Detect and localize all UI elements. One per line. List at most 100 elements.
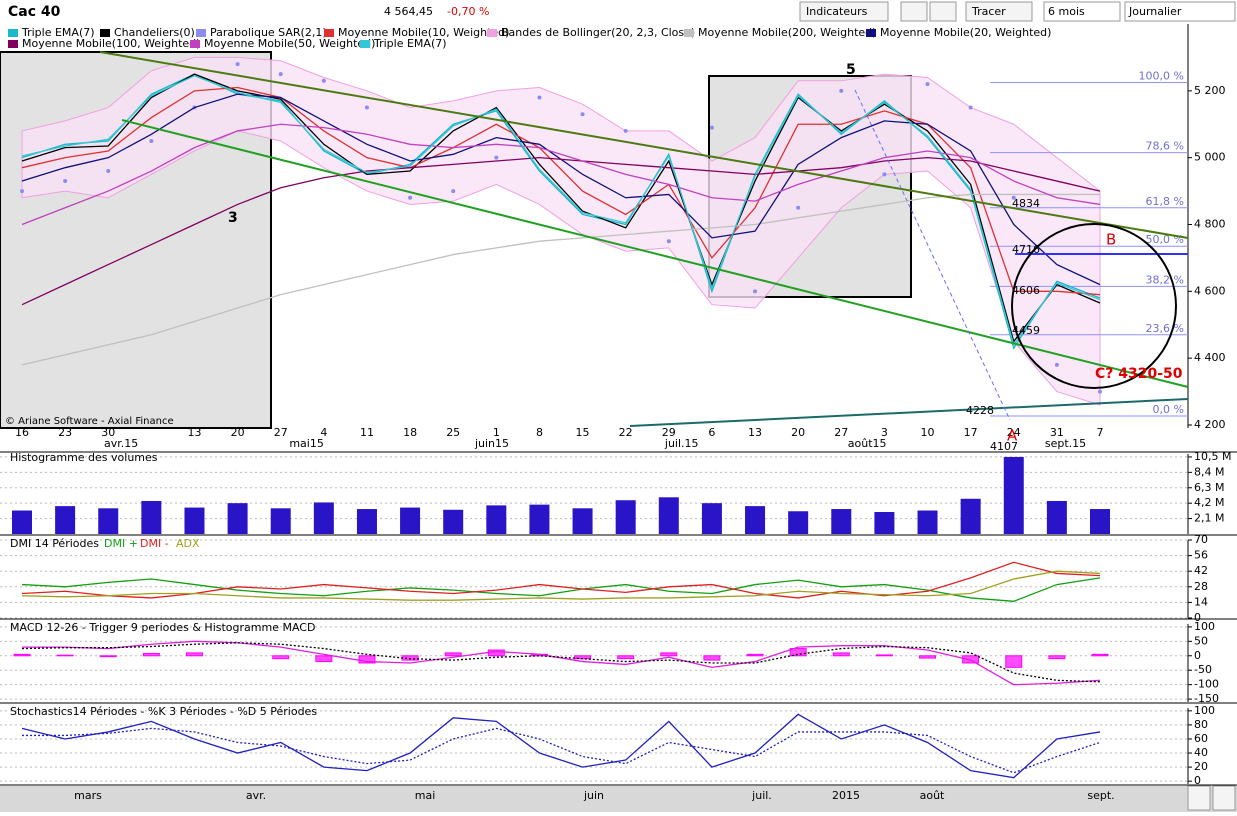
sar-dot (666, 239, 671, 244)
series-line (21, 713, 1101, 779)
annotation: A (1007, 427, 1018, 445)
y-tick-label: 80 (1194, 718, 1208, 731)
draw-label[interactable]: Tracer (971, 5, 1006, 18)
y-tick-label: 50 (1194, 634, 1208, 647)
period-select[interactable] (1043, 1, 1121, 22)
legend-label: Moyenne Mobile(100, Weighted) (22, 37, 200, 50)
y-tick-label: 42 (1194, 564, 1208, 577)
timeline-label: mai (415, 789, 436, 802)
volume-bar (831, 509, 852, 534)
x-tick-label: 20 (231, 426, 245, 439)
histogram-bar (962, 655, 980, 664)
interval-select[interactable] (1124, 1, 1236, 22)
month-label: sept.15 (1045, 437, 1086, 450)
y-tick-label: 0 (1194, 611, 1201, 624)
x-tick-label: 24 (1007, 426, 1021, 439)
timeline-label: juin (583, 789, 604, 802)
draw-line-tool[interactable] (900, 1, 928, 22)
trend-line (99, 51, 1189, 239)
volume-bar (658, 497, 679, 534)
sar-dot (1054, 362, 1059, 367)
series-line (21, 75, 1101, 347)
histogram-bar (703, 655, 721, 661)
fib-label: 50,0 % (1146, 233, 1184, 246)
volume-bar (98, 508, 119, 534)
timeline-label: sept. (1087, 789, 1114, 802)
y-tick-label: 4 800 (1194, 217, 1226, 230)
draw-hline-tool[interactable] (929, 1, 957, 22)
histogram-bar (660, 652, 678, 657)
month-label: juil.15 (664, 437, 699, 450)
export-button[interactable] (1187, 785, 1211, 811)
sar-dot (882, 172, 887, 177)
panel-title: Stochastics14 Périodes - %K 3 Périodes -… (10, 705, 317, 718)
y-tick-label: 4,2 M (1194, 496, 1224, 509)
histogram-bar (919, 655, 937, 659)
y-tick-label: 2,1 M (1194, 512, 1224, 525)
volume-bar (701, 503, 722, 534)
month-label: mai15 (289, 437, 324, 450)
sar-dot (709, 125, 714, 130)
y-tick-label: 5 200 (1194, 84, 1226, 97)
histogram-bar (13, 653, 31, 657)
volume-bar (184, 507, 205, 534)
histogram-bar (746, 653, 764, 657)
y-tick-label: 0 (1194, 649, 1201, 662)
legend-label: Chandeliers(0) (114, 26, 195, 39)
histogram-bar (789, 648, 807, 657)
volume-bar (55, 506, 76, 534)
interval-label[interactable]: Journalier (1128, 5, 1182, 18)
volume-bar (486, 505, 507, 534)
y-tick-label: 10,5 M (1194, 450, 1231, 463)
legend-label: Moyenne Mobile(20, Weighted) (880, 26, 1051, 39)
timeline-label: juil. (751, 789, 772, 802)
volume-bar (788, 511, 809, 534)
price: 4 564,45 (384, 5, 433, 18)
y-tick-label: 20 (1194, 760, 1208, 773)
legend-swatch (866, 29, 876, 37)
histogram-bar (56, 654, 74, 657)
legend-label: Moyenne Mobile(50, Weighted) (204, 37, 375, 50)
y-tick-label: 100 (1194, 620, 1215, 633)
timeline-bar (0, 786, 1237, 812)
sar-dot (753, 289, 758, 294)
series-line (22, 727, 1101, 774)
y-tick-label: 56 (1194, 549, 1208, 562)
period-label[interactable]: 6 mois (1048, 5, 1085, 18)
legend-label: Triple EMA(7) (21, 26, 95, 39)
x-tick-label: 18 (403, 426, 417, 439)
volume-bar (874, 511, 895, 534)
draw-button[interactable] (965, 1, 1033, 22)
legend-swatch (196, 29, 206, 37)
fib-label: 0,0 % (1153, 403, 1184, 416)
legend-label: DMI - (140, 537, 169, 550)
y-tick-label: 4 600 (1194, 284, 1226, 297)
series-line (21, 123, 1101, 226)
series-line (21, 157, 1101, 306)
legend-swatch (360, 40, 370, 48)
month-label: avr.15 (104, 437, 138, 450)
annotation: 4716 (1012, 243, 1040, 256)
x-tick-label: 15 (576, 426, 590, 439)
sar-dot (20, 189, 24, 194)
histogram-bar (1091, 653, 1109, 657)
volume-bar (745, 506, 766, 534)
fib-label: 100,0 % (1139, 69, 1184, 82)
save-button[interactable] (1212, 785, 1236, 811)
indicators-label[interactable]: Indicateurs (806, 5, 868, 18)
y-tick-label: 100 (1194, 704, 1215, 717)
panel-title: Histogramme des volumes (10, 451, 158, 464)
trend-line (121, 119, 1189, 388)
x-tick-label: 11 (360, 426, 374, 439)
x-tick-label: 25 (446, 426, 460, 439)
volume-bar (443, 509, 464, 534)
y-tick-label: 8,4 M (1194, 465, 1224, 478)
annotation: C? 4320-50 (1095, 366, 1183, 382)
y-tick-label: 14 (1194, 595, 1208, 608)
volume-bar (1090, 509, 1110, 534)
volume-bar (227, 503, 248, 534)
sar-dot (1098, 389, 1102, 394)
legend-swatch (8, 29, 18, 37)
indicators-button[interactable] (799, 1, 889, 22)
